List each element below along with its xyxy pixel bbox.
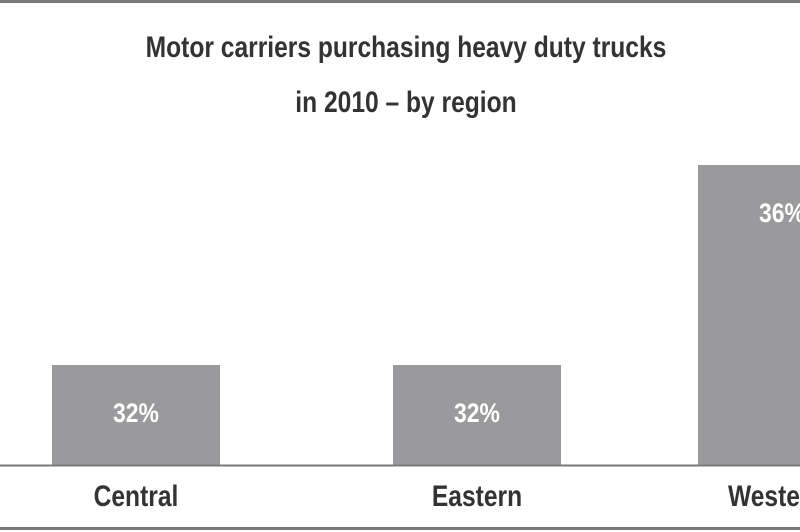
- data-label: 32%: [113, 398, 159, 428]
- x-tick-label: Central: [94, 479, 179, 513]
- x-tick-label: Eastern: [432, 479, 522, 513]
- data-label: 32%: [454, 398, 500, 428]
- data-label: 36%: [759, 198, 800, 228]
- x-tick-label: Western: [728, 479, 800, 513]
- bar-western: [698, 165, 800, 465]
- chart-title-line-1: Motor carriers purchasing heavy duty tru…: [146, 30, 667, 64]
- chart-title-line-2: in 2010 – by region: [295, 85, 516, 119]
- bar-eastern: [393, 365, 561, 465]
- bar-central: [52, 365, 220, 465]
